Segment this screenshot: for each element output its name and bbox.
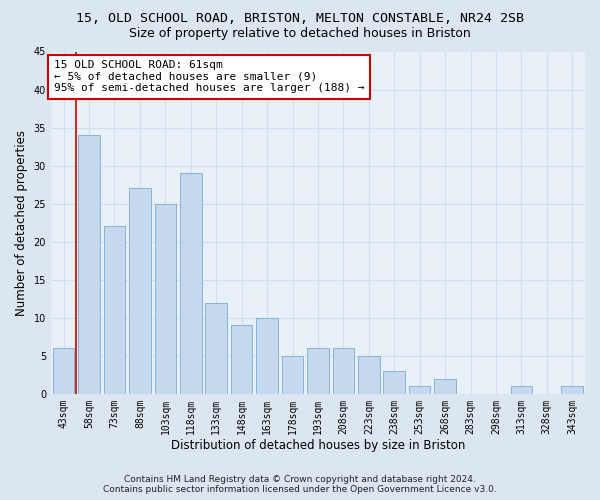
Y-axis label: Number of detached properties: Number of detached properties [15, 130, 28, 316]
Bar [307, 348, 329, 394]
X-axis label: Distribution of detached houses by size in Briston: Distribution of detached houses by size … [171, 440, 465, 452]
Bar [155, 204, 176, 394]
Bar [53, 348, 74, 394]
Bar [231, 326, 253, 394]
Bar [205, 302, 227, 394]
Bar [358, 356, 380, 394]
Bar [409, 386, 430, 394]
Bar [511, 386, 532, 394]
Bar [562, 386, 583, 394]
Bar [282, 356, 304, 394]
Bar [180, 173, 202, 394]
Text: 15 OLD SCHOOL ROAD: 61sqm
← 5% of detached houses are smaller (9)
95% of semi-de: 15 OLD SCHOOL ROAD: 61sqm ← 5% of detach… [53, 60, 364, 94]
Bar [383, 371, 405, 394]
Text: Contains HM Land Registry data © Crown copyright and database right 2024.
Contai: Contains HM Land Registry data © Crown c… [103, 474, 497, 494]
Bar [104, 226, 125, 394]
Bar [129, 188, 151, 394]
Bar [332, 348, 354, 394]
Bar [78, 135, 100, 394]
Bar [434, 378, 456, 394]
Text: Size of property relative to detached houses in Briston: Size of property relative to detached ho… [129, 28, 471, 40]
Text: 15, OLD SCHOOL ROAD, BRISTON, MELTON CONSTABLE, NR24 2SB: 15, OLD SCHOOL ROAD, BRISTON, MELTON CON… [76, 12, 524, 26]
Bar [256, 318, 278, 394]
